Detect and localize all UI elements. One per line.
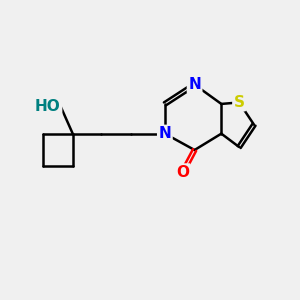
- Text: N: N: [188, 77, 201, 92]
- Text: N: N: [158, 126, 171, 141]
- Text: O: O: [176, 165, 189, 180]
- Text: HO: HO: [35, 99, 61, 114]
- Text: S: S: [234, 95, 245, 110]
